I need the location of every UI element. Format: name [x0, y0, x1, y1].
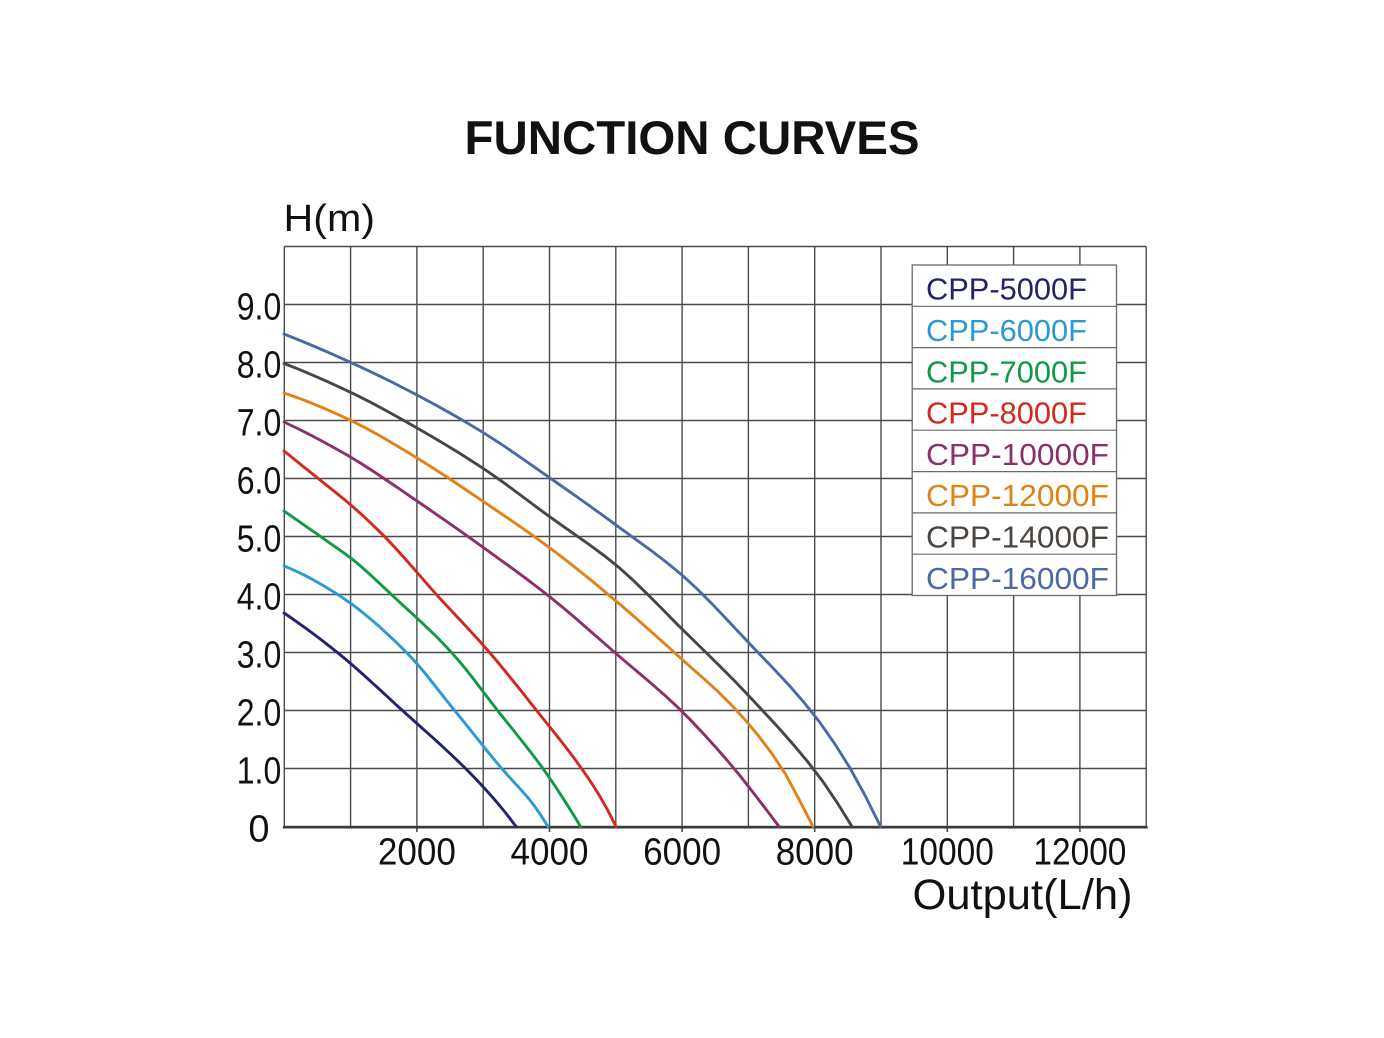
svg-text:7.0: 7.0: [237, 403, 282, 445]
svg-text:CPP-7000F: CPP-7000F: [926, 354, 1087, 389]
svg-text:9.0: 9.0: [237, 287, 282, 329]
svg-text:CPP-12000F: CPP-12000F: [926, 478, 1109, 513]
svg-text:FUNCTION CURVES: FUNCTION CURVES: [465, 111, 920, 164]
svg-text:2000: 2000: [378, 832, 456, 874]
svg-text:4.0: 4.0: [237, 577, 282, 619]
svg-text:H(m): H(m): [284, 198, 376, 240]
svg-text:4000: 4000: [511, 832, 589, 874]
svg-text:6.0: 6.0: [237, 461, 282, 503]
svg-text:10000: 10000: [901, 832, 994, 874]
svg-text:Output(L/h): Output(L/h): [913, 871, 1133, 919]
svg-text:0: 0: [248, 809, 269, 851]
svg-text:CPP-10000F: CPP-10000F: [926, 437, 1109, 472]
svg-text:CPP-8000F: CPP-8000F: [926, 396, 1087, 431]
svg-text:12000: 12000: [1033, 832, 1126, 874]
svg-text:3.0: 3.0: [237, 635, 282, 677]
svg-text:CPP-14000F: CPP-14000F: [926, 520, 1109, 555]
svg-text:2.0: 2.0: [237, 693, 282, 735]
svg-text:1.0: 1.0: [237, 751, 282, 793]
svg-text:CPP-16000F: CPP-16000F: [926, 561, 1109, 596]
svg-text:8.0: 8.0: [237, 345, 282, 387]
svg-text:CPP-6000F: CPP-6000F: [926, 313, 1087, 348]
svg-text:6000: 6000: [643, 832, 721, 874]
svg-text:CPP-5000F: CPP-5000F: [926, 272, 1087, 307]
svg-text:8000: 8000: [776, 832, 854, 874]
svg-text:5.0: 5.0: [237, 519, 282, 561]
